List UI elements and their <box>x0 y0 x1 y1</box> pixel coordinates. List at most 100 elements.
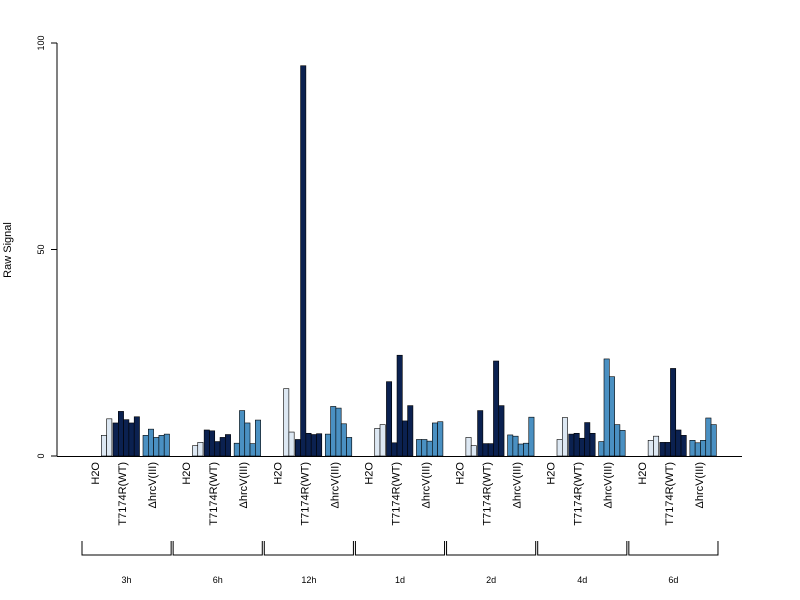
bar <box>106 418 113 457</box>
bar <box>402 420 408 457</box>
group-bracket <box>446 541 537 556</box>
group-bracket <box>172 541 263 556</box>
bar <box>664 442 671 457</box>
timepoint-label: 2d <box>486 575 496 585</box>
treatment-label: ΔhrcV(III) <box>603 462 615 508</box>
treatment-label: T7174R(WT) <box>573 462 585 526</box>
bar <box>578 437 585 457</box>
timepoint-label: 12h <box>301 575 316 585</box>
bar <box>244 422 251 457</box>
bar <box>589 432 596 457</box>
bar <box>700 440 707 457</box>
bar <box>670 368 677 457</box>
bar <box>192 445 199 457</box>
bar <box>310 434 317 457</box>
treatment-label: H2O <box>181 462 193 485</box>
bar <box>396 354 403 457</box>
bar <box>598 441 605 457</box>
y-axis: 0 50 100 <box>36 35 58 459</box>
bar <box>561 417 568 457</box>
bar <box>346 437 353 457</box>
bar <box>255 419 261 457</box>
bar <box>249 443 256 457</box>
y-axis-label: Raw Signal <box>2 222 14 278</box>
bar <box>426 440 433 457</box>
bar <box>705 417 712 457</box>
bar <box>305 432 312 457</box>
y-tick-label: 0 <box>36 453 46 458</box>
bar <box>379 424 386 457</box>
bar <box>233 442 240 457</box>
bar <box>416 439 423 457</box>
bar <box>153 437 160 457</box>
bar <box>158 435 165 457</box>
treatment-label: H2O <box>272 462 284 485</box>
bar <box>680 435 687 457</box>
bar <box>437 421 444 457</box>
treatment-label: H2O <box>90 462 102 485</box>
treatment-label: T7174R(WT) <box>390 462 402 526</box>
bar <box>647 440 654 457</box>
bar <box>197 442 204 457</box>
bar <box>335 407 342 457</box>
bars <box>101 65 717 457</box>
bar <box>659 442 666 457</box>
treatment-label: T7174R(WT) <box>664 462 676 526</box>
bar <box>619 430 626 457</box>
bar <box>710 424 717 457</box>
bar <box>101 435 107 457</box>
bar <box>294 439 301 457</box>
bar <box>568 433 575 457</box>
bar <box>523 442 530 457</box>
timepoint-label: 1d <box>395 575 405 585</box>
bar <box>498 405 505 457</box>
bar <box>512 435 519 457</box>
bar <box>300 65 307 457</box>
bar <box>148 428 154 457</box>
treatment-label: H2O <box>455 462 467 485</box>
bar <box>163 433 170 457</box>
timepoint-label: 6h <box>213 575 223 585</box>
bar <box>391 442 398 457</box>
bar <box>482 443 489 457</box>
bar <box>123 419 130 457</box>
treatment-label: ΔhrcV(III) <box>420 462 432 508</box>
bar <box>432 422 438 457</box>
bar <box>214 441 221 457</box>
bar <box>374 428 381 457</box>
treatment-label: ΔhrcV(III) <box>512 462 524 508</box>
bar <box>128 422 135 457</box>
bar <box>694 442 701 457</box>
bar <box>477 410 484 457</box>
bar <box>203 429 210 457</box>
group-bracket <box>537 541 628 556</box>
y-tick-label: 50 <box>36 244 46 254</box>
treatment-label: H2O <box>363 462 375 485</box>
treatment-label: ΔhrcV(III) <box>694 462 706 508</box>
bar <box>142 435 149 457</box>
bar <box>340 423 347 457</box>
treatment-label: ΔhrcV(III) <box>238 462 250 508</box>
group-bracket <box>81 541 172 556</box>
treatment-label: H2O <box>546 462 558 485</box>
group-labels: H2O T7174R(WT) ΔhrcV(III) 3h H2O T7174R(WT) Δh… <box>81 462 719 585</box>
timepoint-label: 6d <box>668 575 678 585</box>
treatment-label: H2O <box>637 462 649 485</box>
group-bracket <box>628 541 719 556</box>
treatment-label: ΔhrcV(III) <box>147 462 159 508</box>
bar <box>209 430 216 457</box>
bar <box>239 410 246 457</box>
bar <box>689 440 696 457</box>
bar <box>316 433 323 457</box>
bar <box>288 431 295 457</box>
bar <box>133 416 140 457</box>
group-bracket <box>263 541 354 556</box>
bar <box>493 360 500 457</box>
treatment-label: T7174R(WT) <box>299 462 311 526</box>
bar <box>470 445 477 457</box>
bar <box>330 406 337 457</box>
timepoint-label: 4d <box>577 575 587 585</box>
bar <box>614 424 621 457</box>
timepoint-label: 3h <box>122 575 132 585</box>
